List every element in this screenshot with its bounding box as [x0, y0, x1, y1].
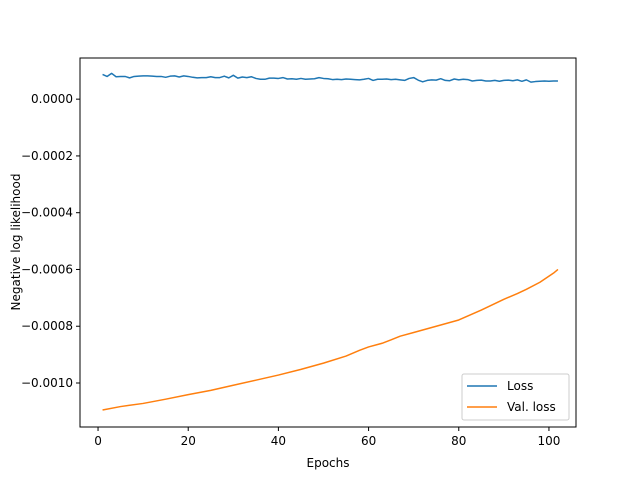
x-axis-label: Epochs — [307, 456, 350, 470]
x-tick-label: 100 — [537, 434, 560, 448]
y-tick-label: −0.0002 — [21, 149, 73, 163]
x-tick-label: 0 — [94, 434, 102, 448]
legend-label-val-loss: Val. loss — [507, 400, 556, 414]
series-line-val-loss — [102, 268, 559, 411]
ticks-layer: 0 20 40 60 80 100 −0.0010 −0.0008 −0.0006 −0.0004… — [21, 92, 560, 448]
y-tick-label: −0.0008 — [21, 319, 73, 333]
y-tick-label: −0.0010 — [21, 376, 73, 390]
y-axis-label: Negative log likelihood — [9, 174, 23, 311]
y-tick-label: 0.0000 — [31, 92, 73, 106]
plot-frame — [79, 57, 577, 428]
x-tick-label: 20 — [181, 434, 196, 448]
y-tick-label: −0.0004 — [21, 206, 73, 220]
y-tick-label: −0.0006 — [21, 262, 73, 276]
x-tick-label: 60 — [361, 434, 376, 448]
series-layer — [102, 72, 559, 411]
legend: Loss Val. loss — [461, 373, 570, 421]
series-line-loss — [102, 72, 558, 83]
x-tick-label: 40 — [271, 434, 286, 448]
x-tick-label: 80 — [451, 434, 466, 448]
legend-label-loss: Loss — [507, 379, 533, 393]
plot-area — [80, 58, 576, 427]
